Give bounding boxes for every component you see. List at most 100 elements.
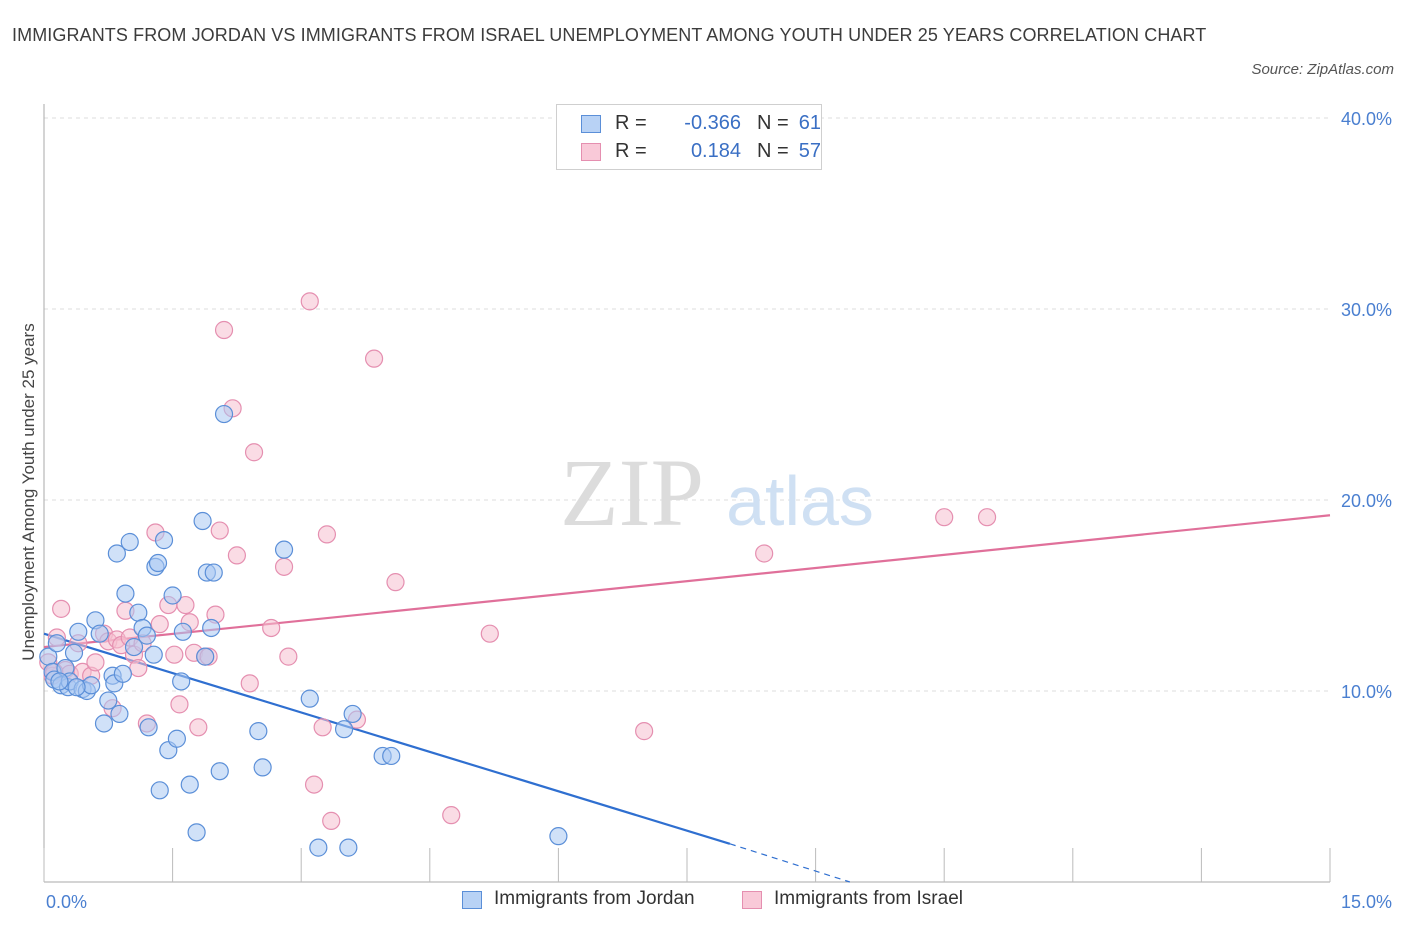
jordan-point: [196, 647, 215, 666]
israel-point: [262, 618, 281, 638]
jordan-point: [139, 718, 158, 737]
israel-point: [755, 544, 774, 563]
israel-point: [300, 292, 319, 311]
jordan-point: [343, 704, 362, 724]
jordan-point: [214, 404, 234, 424]
jordan-point: [47, 634, 66, 653]
y-axis-label: Unemployment Among Youth under 25 years: [19, 323, 38, 660]
israel-point: [244, 443, 264, 462]
israel-point: [304, 775, 324, 794]
jordan-point: [137, 626, 156, 645]
chart-title: IMMIGRANTS FROM JORDAN VS IMMIGRANTS FRO…: [12, 25, 1207, 45]
israel-point: [322, 811, 341, 830]
jordan-point: [173, 622, 192, 641]
jordan-point: [154, 531, 174, 550]
jordan-point: [382, 746, 401, 766]
israel-point: [274, 557, 294, 576]
bottom-legend-swatch-jordan: [462, 891, 482, 909]
legend-r-value: 0.184: [690, 140, 741, 162]
israel-point: [52, 599, 71, 618]
correlation-legend: R = -0.366 N = 61 R = 0.184 N = 57: [556, 104, 822, 170]
watermark: ZIP atlas: [560, 439, 874, 546]
jordan-point: [94, 714, 114, 733]
tick-labels: 10.0% 20.0% 30.0% 40.0% 0.0% 15.0%: [46, 109, 1392, 912]
jordan-point: [204, 563, 223, 582]
israel-point: [210, 521, 229, 540]
bottom-legend-label-israel: Immigrants from Israel: [774, 888, 963, 909]
israel-point: [364, 349, 384, 368]
jordan-point: [210, 762, 229, 781]
jordan-point: [339, 838, 358, 857]
jordan-point: [180, 775, 199, 794]
y-tick-label: 40.0%: [1341, 109, 1392, 129]
x-tick-label: 0.0%: [46, 892, 87, 912]
y-tick-label: 20.0%: [1341, 491, 1392, 511]
jordan-point: [274, 540, 294, 559]
watermark-atlas: atlas: [726, 462, 874, 540]
israel-point: [635, 722, 654, 741]
jordan-point: [167, 729, 186, 748]
jordan-point: [144, 645, 163, 664]
legend-r-label: R =: [615, 112, 647, 134]
jordan-point: [69, 622, 88, 641]
jordan-point: [150, 781, 169, 800]
trend-lines: [43, 514, 1331, 883]
jordan-point: [163, 586, 182, 605]
israel-point: [170, 695, 189, 714]
jordan-point: [107, 544, 126, 563]
israel-point: [313, 718, 332, 737]
jordan-point: [64, 643, 84, 662]
jordan-point: [99, 691, 118, 710]
x-tick-label: 15.0%: [1341, 892, 1392, 912]
jordan-point: [300, 689, 319, 708]
jordan-point: [129, 603, 148, 622]
jordan-point: [120, 532, 139, 552]
israel-point: [86, 653, 105, 672]
israel-point: [240, 674, 259, 693]
jordan-point: [253, 758, 272, 777]
israel-point: [977, 508, 997, 527]
jordan-point: [172, 672, 191, 691]
israel-point: [317, 525, 337, 544]
israel-point: [386, 573, 405, 592]
jordan-point: [202, 618, 221, 638]
trend-line-israel: [43, 514, 1331, 649]
israel-point: [480, 624, 499, 643]
jordan-point: [249, 722, 268, 741]
legend-n-value: 61: [798, 112, 821, 134]
y-tick-label: 10.0%: [1341, 682, 1392, 702]
data-points: [39, 292, 997, 857]
israel-point: [129, 658, 148, 678]
jordan-point: [90, 624, 109, 643]
trend-line-jordan-extension: [729, 843, 851, 883]
jordan-point: [187, 823, 206, 842]
legend-r-label: R =: [615, 140, 647, 162]
jordan-point: [67, 678, 86, 697]
jordan-point: [193, 511, 212, 531]
legend-swatch-jordan: [581, 115, 601, 133]
israel-point: [189, 718, 208, 737]
jordan-point: [116, 584, 135, 603]
legend-n-value: 57: [798, 140, 821, 162]
jordan-point: [309, 838, 328, 857]
bottom-legend-label-jordan: Immigrants from Jordan: [494, 888, 695, 909]
y-tick-label: 30.0%: [1341, 300, 1392, 320]
jordan-point: [113, 664, 132, 683]
israel-point: [935, 508, 954, 527]
legend-swatch-israel: [581, 143, 601, 161]
israel-point: [214, 320, 234, 340]
jordan-point: [124, 637, 144, 657]
chart-source: Source: ZipAtlas.com: [1251, 61, 1394, 78]
legend-r-value: -0.366: [684, 112, 741, 134]
israel-point: [227, 546, 246, 565]
israel-point: [279, 647, 298, 666]
trend-line-jordan: [43, 632, 731, 845]
jordan-point: [110, 704, 129, 724]
jordan-point: [549, 827, 568, 846]
israel-point: [442, 806, 461, 825]
axes: [43, 104, 1331, 883]
jordan-point: [50, 672, 69, 691]
jordan-point: [148, 553, 168, 573]
israel-point: [165, 645, 184, 664]
